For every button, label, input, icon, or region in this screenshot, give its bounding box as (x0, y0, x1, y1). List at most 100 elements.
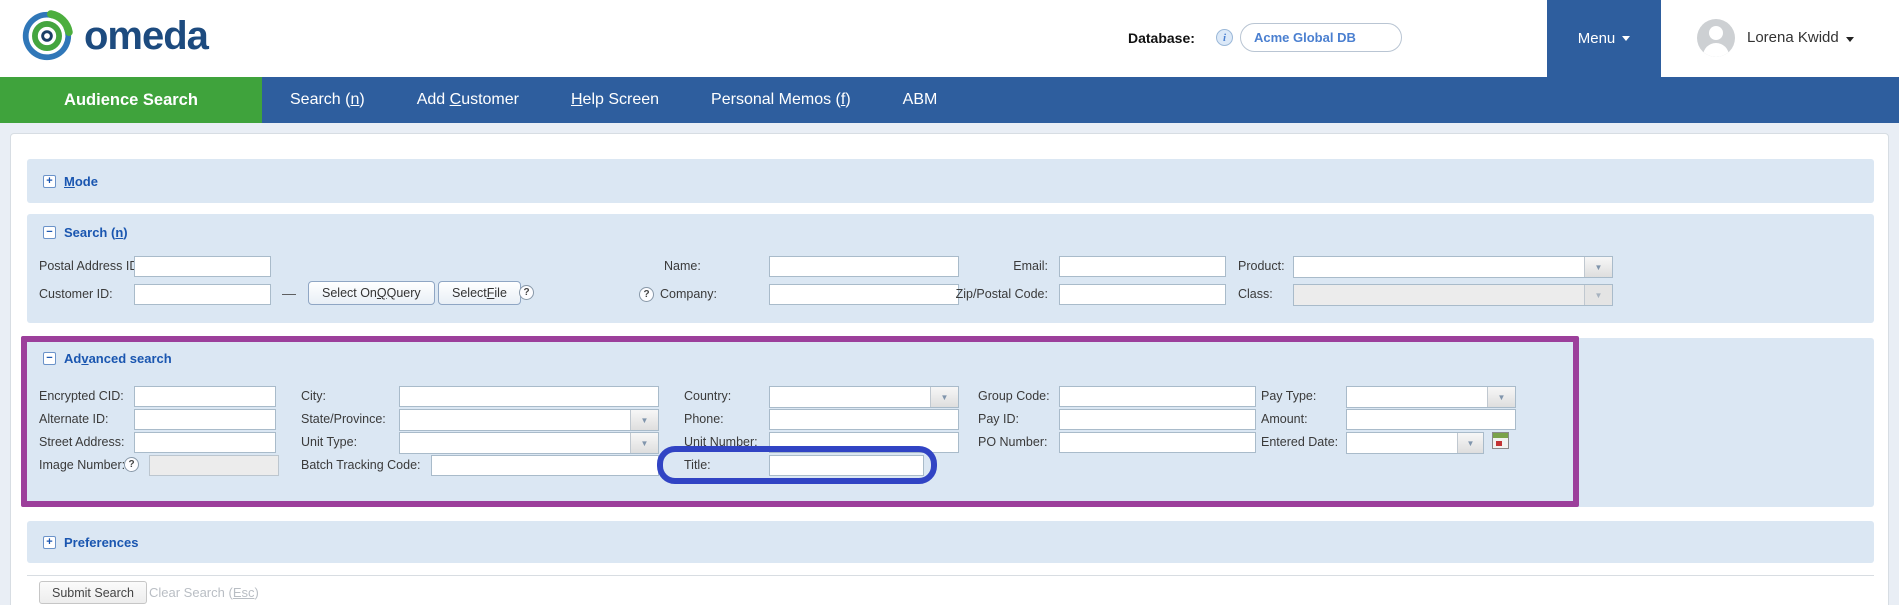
title-input[interactable] (769, 455, 924, 476)
batch-tracking-code-label: Batch Tracking Code: (301, 458, 421, 472)
menu-button[interactable]: Menu (1547, 0, 1661, 77)
nav-item-abm[interactable]: ABM (902, 91, 938, 108)
unit-type-select-value (400, 433, 630, 453)
country-label: Country: (684, 389, 732, 403)
alternate-id-input[interactable] (134, 409, 276, 430)
image-number-input (149, 455, 279, 476)
zip-postal-code-label: Zip/Postal Code: (955, 287, 1048, 301)
help-icon[interactable]: ? (124, 457, 139, 472)
product-select[interactable]: ▼ (1293, 256, 1613, 278)
group-code-input[interactable] (1059, 386, 1256, 407)
pay-type-label: Pay Type: (1261, 389, 1317, 403)
state-province-select[interactable]: ▼ (399, 409, 659, 431)
calendar-icon[interactable] (1492, 432, 1509, 449)
product-label: Product: (1238, 259, 1285, 273)
collapse-icon[interactable]: − (43, 352, 56, 365)
mode-section-title[interactable]: Mode (64, 173, 98, 189)
chevron-down-icon[interactable]: ▼ (1584, 257, 1612, 277)
chevron-down-icon[interactable]: ▼ (930, 387, 958, 407)
menu-label: Menu (1577, 30, 1616, 47)
class-select-value (1294, 285, 1584, 305)
name-label: Name: (664, 259, 701, 273)
pay-id-input[interactable] (1059, 409, 1256, 430)
country-select-value (770, 387, 930, 407)
title-label: Title: (684, 458, 711, 472)
amount-label: Amount: (1261, 412, 1308, 426)
email-input[interactable] (1059, 256, 1226, 277)
calendar-icon-top (1493, 433, 1508, 438)
amount-input[interactable] (1346, 409, 1516, 430)
mode-section: + Mode (27, 159, 1874, 203)
search-section-title[interactable]: Search (n) (64, 225, 128, 240)
chevron-down-icon[interactable]: ▼ (630, 410, 658, 430)
avatar[interactable] (1697, 19, 1735, 57)
nav-item-add-customer[interactable]: Add Customer (416, 91, 519, 108)
street-address-label: Street Address: (39, 435, 125, 449)
main-nav: Audience Search Search (n) Add Customer … (0, 77, 1899, 123)
city-label: City: (301, 389, 326, 403)
name-input[interactable] (769, 256, 959, 277)
content-panel: + Mode − Search (n) Postal Address ID: C… (10, 133, 1889, 605)
group-code-label: Group Code: (978, 389, 1050, 403)
clear-search-link[interactable]: Clear Search (Esc) (149, 585, 259, 600)
select-onq-query-button[interactable]: Select On Q Query (308, 281, 435, 305)
unit-number-label: Unit Number: (684, 435, 758, 449)
state-province-label: State/Province: (301, 412, 386, 426)
avatar-shoulders (1703, 43, 1729, 57)
unit-number-input[interactable] (769, 432, 959, 453)
state-province-select-value (400, 410, 630, 430)
advanced-search-section: − Advanced search Encrypted CID: Alterna… (21, 336, 1874, 507)
submit-search-button[interactable]: Submit Search (39, 581, 147, 604)
chevron-down-icon: ▼ (1584, 285, 1612, 305)
zip-postal-code-input[interactable] (1059, 284, 1226, 305)
street-address-input[interactable] (134, 432, 276, 453)
pay-type-select[interactable]: ▼ (1346, 386, 1516, 408)
advanced-search-title[interactable]: Advanced search (64, 351, 172, 366)
postal-address-id-label: Postal Address ID: (39, 259, 142, 273)
po-number-input[interactable] (1059, 432, 1256, 453)
customer-id-input[interactable] (134, 284, 271, 305)
database-label: Database: (1128, 30, 1195, 46)
class-select: ▼ (1293, 284, 1613, 306)
city-input[interactable] (399, 386, 659, 407)
expand-icon[interactable]: + (43, 174, 56, 188)
avatar-head (1709, 26, 1723, 40)
database-input[interactable] (1240, 23, 1402, 52)
calendar-icon-date (1496, 441, 1502, 446)
company-input[interactable] (769, 284, 959, 305)
help-icon[interactable]: ? (519, 285, 534, 300)
chevron-down-icon[interactable]: ▼ (1487, 387, 1515, 407)
entered-date-select-value (1347, 433, 1457, 453)
country-select[interactable]: ▼ (769, 386, 959, 408)
chevron-down-icon (1622, 36, 1631, 41)
batch-tracking-code-input[interactable] (431, 455, 659, 476)
user-menu[interactable]: Lorena Kwidd (1747, 29, 1854, 46)
help-icon[interactable]: ? (639, 287, 654, 302)
pay-id-label: Pay ID: (978, 412, 1019, 426)
unit-type-select[interactable]: ▼ (399, 432, 659, 454)
encrypted-cid-input[interactable] (134, 386, 276, 407)
email-label: Email: (1013, 259, 1048, 273)
po-number-label: PO Number: (978, 435, 1048, 449)
image-number-label: Image Number: (39, 458, 126, 472)
entered-date-select[interactable]: ▼ (1346, 432, 1484, 454)
chevron-down-icon[interactable]: ▼ (1457, 433, 1483, 453)
expand-icon[interactable]: + (43, 535, 56, 549)
preferences-section-title[interactable]: Preferences (64, 534, 139, 550)
entered-date-label: Entered Date: (1261, 435, 1339, 449)
chevron-down-icon[interactable]: ▼ (630, 433, 658, 453)
unit-type-label: Unit Type: (301, 435, 358, 449)
search-section: − Search (n) Postal Address ID: Customer… (27, 214, 1874, 323)
nav-item-search[interactable]: Search (n) (290, 91, 365, 108)
class-label: Class: (1238, 287, 1273, 301)
nav-item-personal-memos[interactable]: Personal Memos (f) (711, 91, 851, 108)
postal-address-id-input[interactable] (134, 256, 271, 277)
tab-audience-search[interactable]: Audience Search (0, 77, 262, 123)
user-name: Lorena Kwidd (1747, 29, 1839, 46)
nav-item-help-screen[interactable]: Help Screen (570, 91, 660, 108)
collapse-icon[interactable]: − (43, 226, 56, 239)
phone-input[interactable] (769, 409, 959, 430)
pay-type-select-value (1347, 387, 1487, 407)
info-icon[interactable]: i (1216, 29, 1233, 46)
